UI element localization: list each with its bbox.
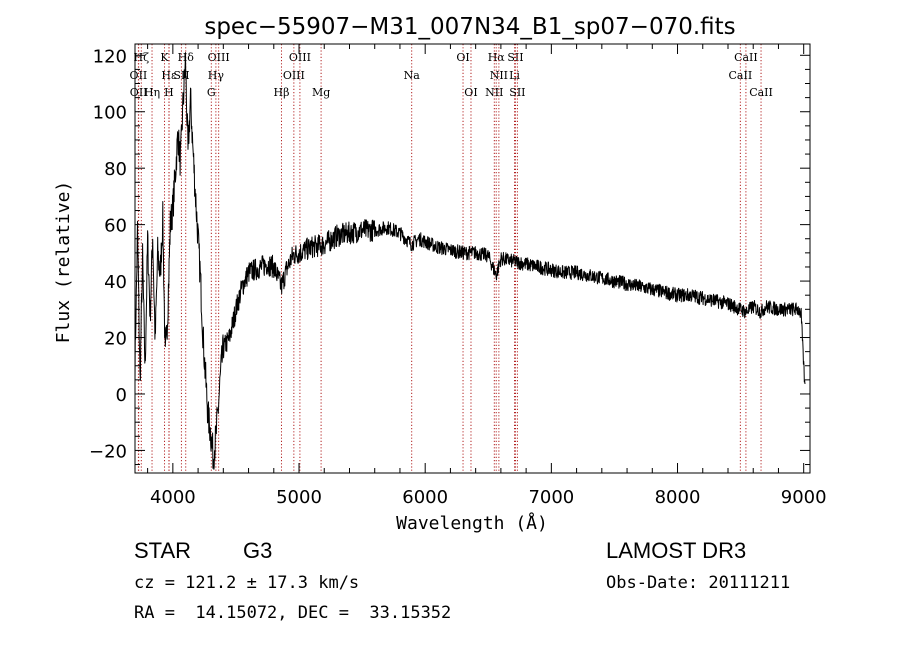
line-label: Li	[509, 69, 520, 82]
survey-name: LAMOST DR3	[606, 538, 747, 563]
line-label: OIII	[289, 51, 311, 64]
y-tick-label: 20	[104, 329, 127, 350]
chart-title: spec−55907−M31_007N34_B1_sp07−070.fits	[204, 14, 735, 40]
plot-axes: 4000 5000 6000 7000 8000 9000 −20 0 20 40 60 80 100 1…	[89, 43, 827, 508]
line-label: OI	[456, 51, 469, 64]
line-label: SII	[507, 51, 523, 64]
y-tick-label: 80	[104, 159, 127, 180]
x-tick-label: 6000	[402, 487, 448, 508]
y-axis-label: Flux (relative)	[53, 181, 74, 344]
line-label: H	[164, 86, 174, 99]
line-label: OI	[464, 86, 477, 99]
line-label: Hε	[161, 69, 177, 82]
x-axis-label: Wavelength (Å)	[396, 512, 548, 534]
line-label: Hη	[144, 86, 160, 99]
line-label: CaII	[734, 51, 758, 64]
x-tick-label: 4000	[150, 487, 196, 508]
line-label: K	[160, 51, 169, 64]
line-label: CaII	[749, 86, 773, 99]
y-tick-label: 40	[104, 272, 127, 293]
line-label: Mg	[312, 86, 330, 99]
line-label: NII	[485, 86, 503, 99]
line-label: NII	[490, 69, 508, 82]
line-label: OII	[130, 69, 148, 82]
line-label: SII	[173, 69, 189, 82]
x-tick-label: 9000	[781, 487, 827, 508]
line-label: OIII	[208, 51, 230, 64]
line-label: CaII	[729, 69, 753, 82]
line-label: SII	[509, 86, 525, 99]
line-label: G	[207, 86, 216, 99]
observation-date: Obs-Date: 20111211	[606, 573, 791, 593]
y-tick-label: −20	[89, 441, 127, 462]
spectrum-trace	[134, 52, 806, 470]
line-label: Na	[404, 69, 421, 82]
line-label: Hζ	[134, 51, 150, 64]
redshift-velocity: cz = 121.2 ± 17.3 km/s	[134, 573, 360, 593]
y-tick-label: 100	[93, 103, 127, 124]
plot-frame	[134, 43, 811, 474]
y-tick-label: 60	[104, 216, 127, 237]
ra-dec-coordinates: RA = 14.15072, DEC = 33.15352	[134, 603, 452, 623]
x-tick-label: 7000	[528, 487, 574, 508]
x-tick-label: 8000	[655, 487, 701, 508]
line-label: Hα	[488, 51, 506, 64]
y-tick-label: 120	[93, 46, 127, 67]
line-label: OIII	[283, 69, 305, 82]
line-label: Hβ	[274, 86, 290, 99]
spectrum-line	[134, 52, 806, 470]
object-subclass: G3	[243, 538, 273, 563]
x-tick-label: 5000	[276, 487, 322, 508]
line-label: OII	[130, 86, 148, 99]
y-tick-label: 0	[116, 385, 127, 406]
line-label: Hγ	[208, 69, 225, 82]
object-class: STAR	[134, 538, 192, 563]
